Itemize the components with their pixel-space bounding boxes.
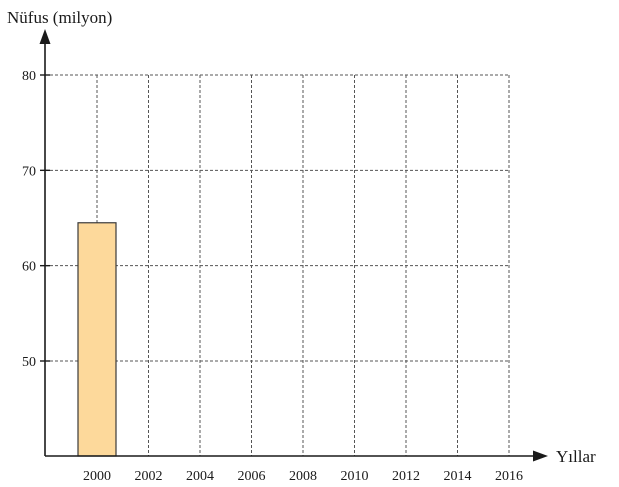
x-tick-label: 2014: [444, 469, 472, 484]
x-axis-title: Yıllar: [556, 447, 596, 466]
x-tick-label: 2016: [495, 469, 523, 484]
y-axis-arrow-icon: [39, 29, 51, 44]
x-tick-label: 2004: [186, 469, 214, 484]
x-tick-label: 2000: [83, 469, 111, 484]
axes: [39, 29, 548, 462]
x-tick-label: 2002: [135, 469, 163, 484]
y-axis-title: Nüfus (milyon): [7, 8, 112, 27]
grid-lines: [40, 74, 510, 456]
y-tick-label: 60: [22, 260, 36, 275]
x-tick-label: 2010: [341, 469, 369, 484]
bar-2000: [77, 222, 117, 457]
x-tick-label: 2006: [238, 469, 266, 484]
y-tick-label: 80: [22, 69, 36, 84]
y-tick-label: 50: [22, 355, 36, 370]
tick-labels: 50 60 70 80 2000 2002 2004 2006 2008 2010 2012 2014…: [22, 69, 523, 484]
y-tick-label: 70: [22, 164, 36, 179]
x-tick-label: 2008: [289, 469, 317, 484]
x-tick-label: 2012: [392, 469, 420, 484]
x-axis-arrow-icon: [533, 450, 548, 462]
bars: [77, 222, 117, 457]
